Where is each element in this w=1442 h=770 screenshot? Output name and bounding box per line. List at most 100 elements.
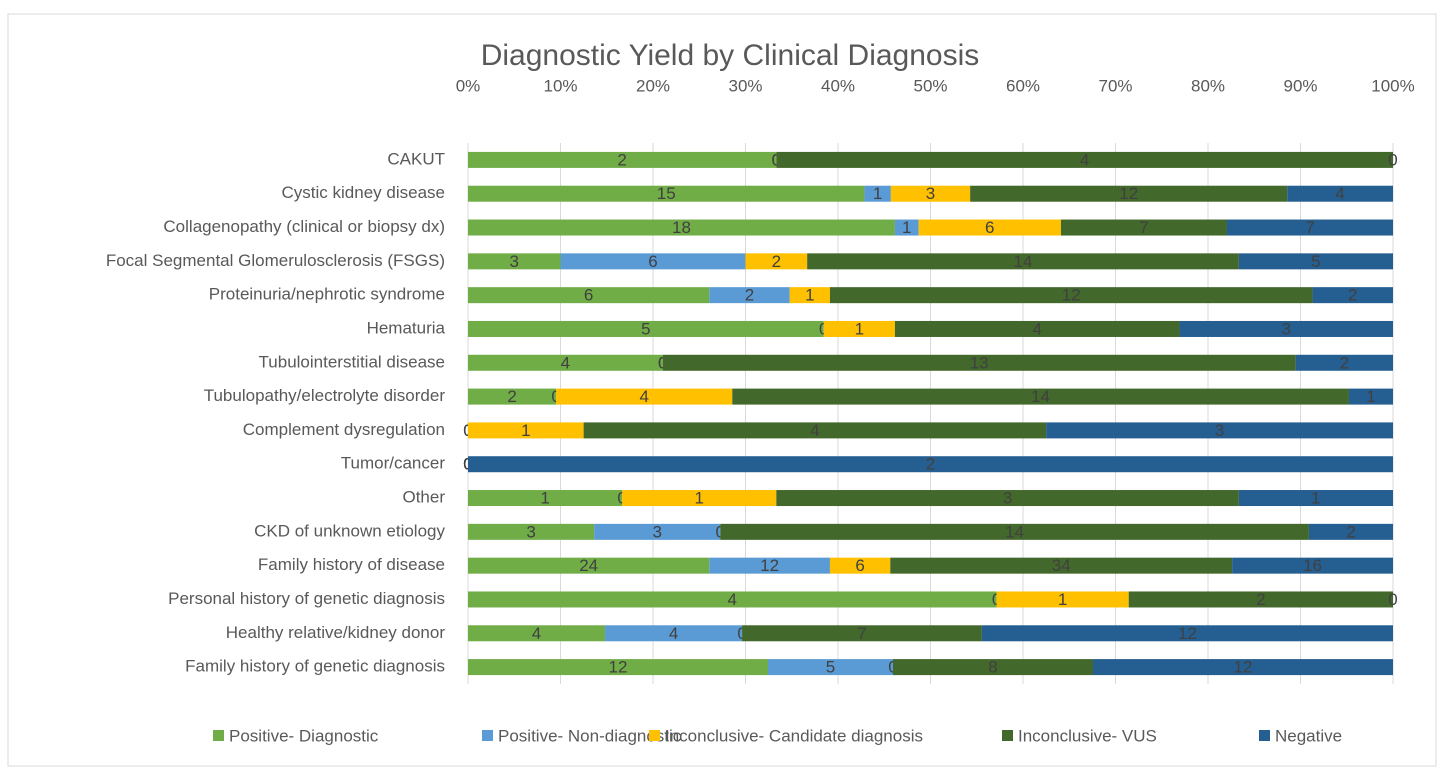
y-tick-label: Healthy relative/kidney donor [226, 623, 446, 642]
x-tick-label: 70% [1098, 76, 1132, 95]
data-label: 24 [579, 556, 598, 575]
data-label: 3 [1282, 319, 1291, 338]
bar-segment [662, 354, 1296, 371]
data-label: 6 [648, 252, 657, 271]
data-label: 3 [926, 184, 935, 203]
bar-segment [1287, 185, 1393, 202]
data-label: 14 [1031, 387, 1050, 406]
data-label: 14 [1014, 252, 1033, 271]
bar-segment [468, 456, 1393, 473]
bar-segment [890, 185, 971, 202]
bar-segment [594, 523, 721, 540]
y-tick-label: Tumor/cancer [341, 454, 446, 473]
data-label: 1 [521, 421, 530, 440]
data-label: 1 [805, 286, 814, 305]
bar-segment [468, 287, 710, 304]
data-label: 1 [1058, 590, 1067, 609]
data-label: 3 [1215, 421, 1224, 440]
y-tick-label: Focal Segmental Glomerulosclerosis (FSGS… [106, 251, 445, 270]
y-tick-label: CKD of unknown etiology [254, 521, 445, 540]
bar-segment [468, 320, 824, 337]
data-label: 7 [1305, 218, 1314, 237]
data-label: 4 [1335, 184, 1344, 203]
data-label: 4 [669, 624, 678, 643]
data-label: 12 [1234, 658, 1253, 677]
legend-swatch [1259, 730, 1270, 741]
bar-segment [970, 185, 1288, 202]
bar-segment [864, 185, 891, 202]
data-label: 4 [532, 624, 541, 643]
y-tick-label: Hematuria [367, 318, 446, 337]
bar-segment [1179, 320, 1393, 337]
bar-segment [745, 253, 808, 270]
data-label: 4 [639, 387, 648, 406]
data-label: 5 [641, 319, 650, 338]
bar-segment [776, 151, 1393, 168]
data-label: 3 [510, 252, 519, 271]
y-tick-label: Family history of disease [258, 555, 445, 574]
data-label: 13 [970, 353, 989, 372]
x-tick-label: 20% [636, 76, 670, 95]
bar-segment [468, 523, 595, 540]
legend-label: Inconclusive- Candidate diagnosis [665, 726, 923, 745]
x-tick-label: 50% [913, 76, 947, 95]
data-label: 7 [857, 624, 866, 643]
data-label: 4 [728, 590, 737, 609]
data-label: 5 [1311, 252, 1320, 271]
bar-segment [829, 557, 891, 574]
bar-segment [468, 253, 561, 270]
data-label: 0 [1388, 590, 1397, 609]
bar-segment [556, 388, 733, 405]
data-label: 15 [657, 184, 676, 203]
y-tick-label: Cystic kidney disease [282, 183, 445, 202]
bar-segment [709, 557, 830, 574]
bar-segment [890, 557, 1233, 574]
data-label: 2 [772, 252, 781, 271]
data-label: 12 [1062, 286, 1081, 305]
bar-segment [468, 219, 895, 236]
bar-segment [468, 591, 997, 608]
bar-segment [1348, 388, 1393, 405]
bar-segment [1295, 354, 1393, 371]
bar-segment [1312, 287, 1393, 304]
data-label: 1 [1311, 489, 1320, 508]
x-tick-label: 90% [1283, 76, 1317, 95]
bar-segment [1093, 659, 1393, 676]
bar-segment [1232, 557, 1393, 574]
y-tick-label: Personal history of genetic diagnosis [168, 589, 445, 608]
data-label: 8 [988, 658, 997, 677]
data-label: 3 [652, 522, 661, 541]
bar-segment [1238, 253, 1393, 270]
x-tick-label: 100% [1371, 76, 1414, 95]
bar-segment [583, 422, 1047, 439]
data-label: 1 [695, 489, 704, 508]
bar-segment [468, 625, 606, 642]
data-label: 12 [1178, 624, 1197, 643]
bar-segment [996, 591, 1129, 608]
data-label: 12 [760, 556, 779, 575]
bar-segment [776, 490, 1239, 507]
data-label: 2 [1346, 522, 1355, 541]
data-label: 18 [672, 218, 691, 237]
legend-label: Positive- Non-diagnostic [498, 726, 682, 745]
data-label: 6 [985, 218, 994, 237]
bar-segment [468, 151, 777, 168]
y-tick-label: Collagenopathy (clinical or biopsy dx) [163, 217, 445, 236]
bar-segment [468, 388, 557, 405]
data-label: 2 [926, 455, 935, 474]
x-tick-label: 40% [821, 76, 855, 95]
legend-label: Negative [1275, 726, 1342, 745]
y-tick-label: Tubulopathy/electrolyte disorder [204, 386, 446, 405]
bar-segment [829, 287, 1313, 304]
bar-segment [823, 320, 895, 337]
x-tick-label: 30% [728, 76, 762, 95]
data-label: 4 [1080, 150, 1089, 169]
legend-label: Inconclusive- VUS [1018, 726, 1157, 745]
bar-segment [894, 219, 919, 236]
legend-label: Positive- Diagnostic [229, 726, 379, 745]
bar-segment [893, 659, 1093, 676]
legend-swatch [482, 730, 493, 741]
data-label: 3 [1003, 489, 1012, 508]
bar-segment [742, 625, 982, 642]
